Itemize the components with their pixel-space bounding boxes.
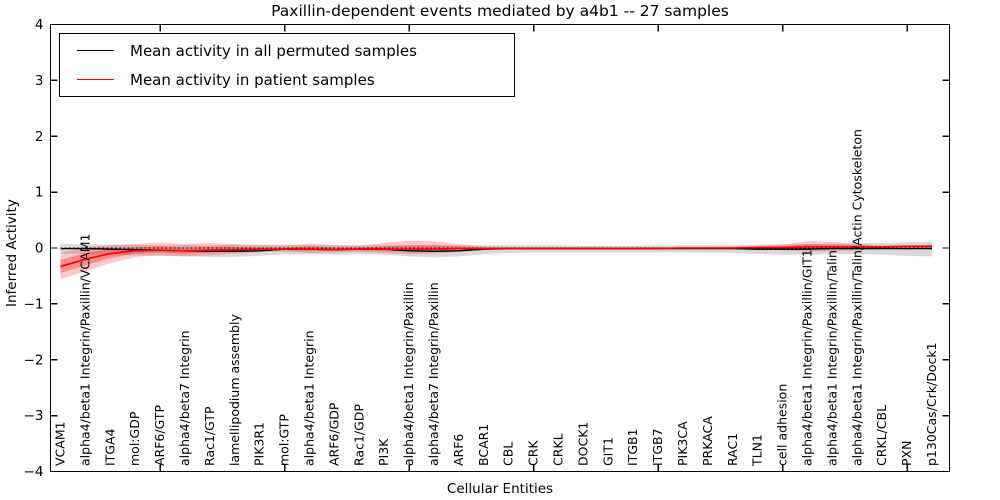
x-tick-label: ITGA4 (102, 428, 117, 466)
x-tick-label: ITGB7 (650, 428, 665, 466)
x-tick-label: Rac1/GDP (351, 404, 366, 466)
x-tick-label: CBL (501, 442, 516, 466)
x-tick-label: p130Cas/Crk/Dock1 (924, 342, 939, 466)
y-tick-label: 0 (35, 241, 44, 257)
x-tick-label: PXN (899, 441, 914, 466)
x-tick-label: CRKL (551, 433, 566, 466)
x-tick-label: alpha4/beta1 Integrin/Paxillin/GIT1 (800, 249, 815, 466)
x-tick-label: alpha4/beta1 Integrin/Paxillin/Talin/Act… (849, 129, 864, 466)
x-tick-label: PIK3CA (675, 421, 690, 466)
permuted-line-swatch (77, 50, 114, 51)
x-tick-label: VCAM1 (53, 421, 68, 466)
patient-mean-line (60, 245, 932, 268)
x-tick-label: alpha4/beta1 Integrin/Paxillin/Talin (824, 250, 839, 466)
x-tick-label: PRKACA (700, 416, 715, 466)
y-axis-label: Inferred Activity (4, 199, 20, 307)
y-tick-label: 2 (35, 129, 44, 145)
x-tick-label: ARF6/GTP (152, 405, 167, 466)
x-tick-label: DOCK1 (575, 422, 590, 466)
x-tick-label: mol:GTP (277, 414, 292, 466)
x-tick-label: GIT1 (600, 437, 615, 466)
x-tick-label: ARF6/GDP (326, 402, 341, 466)
x-tick-label: cell adhesion (775, 384, 790, 466)
x-tick-label: alpha4/beta1 Integrin/Paxillin/VCAM1 (77, 234, 92, 466)
x-tick-label: alpha4/beta7 Integrin/Paxillin (426, 282, 441, 466)
y-tick-label: −2 (24, 352, 44, 368)
x-axis-label: Cellular Entities (446, 481, 554, 497)
x-tick-label: alpha4/beta1 Integrin (302, 330, 317, 466)
x-tick-label: mol:GDP (127, 411, 142, 466)
permuted-confidence-band (60, 241, 932, 258)
patient-line-swatch (77, 79, 114, 80)
y-tick-label: −4 (24, 464, 44, 480)
legend-entry-patient: Mean activity in patient samples (60, 67, 514, 93)
y-tick-label: 4 (35, 17, 44, 33)
y-tick-label: 3 (35, 73, 44, 89)
x-tick-label: RAC1 (725, 433, 740, 466)
y-tick-label: −1 (24, 296, 44, 312)
legend-entry-permuted: Mean activity in all permuted samples (60, 38, 514, 64)
legend-label-patient: Mean activity in patient samples (130, 70, 375, 89)
x-tick-label: Rac1/GTP (202, 406, 217, 466)
x-tick-label: alpha4/beta7 Integrin (177, 330, 192, 466)
x-tick-label: PIK3R1 (252, 422, 267, 466)
chart-title: Paxillin-dependent events mediated by a4… (271, 2, 729, 20)
y-tick-label: 1 (35, 185, 44, 201)
x-tick-label: lamellipodium assembly (227, 314, 242, 466)
patient-confidence-band-outer (60, 240, 932, 280)
x-tick-label: BCAR1 (476, 424, 491, 466)
x-tick-label: CRK (526, 440, 541, 466)
legend-box: Mean activity in all permuted samples Me… (59, 33, 515, 97)
x-tick-label: CRKL/CBL (874, 405, 889, 466)
x-tick-label: TLN1 (750, 434, 765, 467)
x-tick-label: ITGB1 (625, 428, 640, 466)
x-tick-label: ARF6 (451, 434, 466, 466)
legend-label-permuted: Mean activity in all permuted samples (130, 41, 417, 60)
y-tick-label: −3 (24, 408, 44, 424)
x-tick-label: alpha4/beta1 Integrin/Paxillin (401, 282, 416, 466)
x-tick-label: PI3K (376, 438, 391, 466)
